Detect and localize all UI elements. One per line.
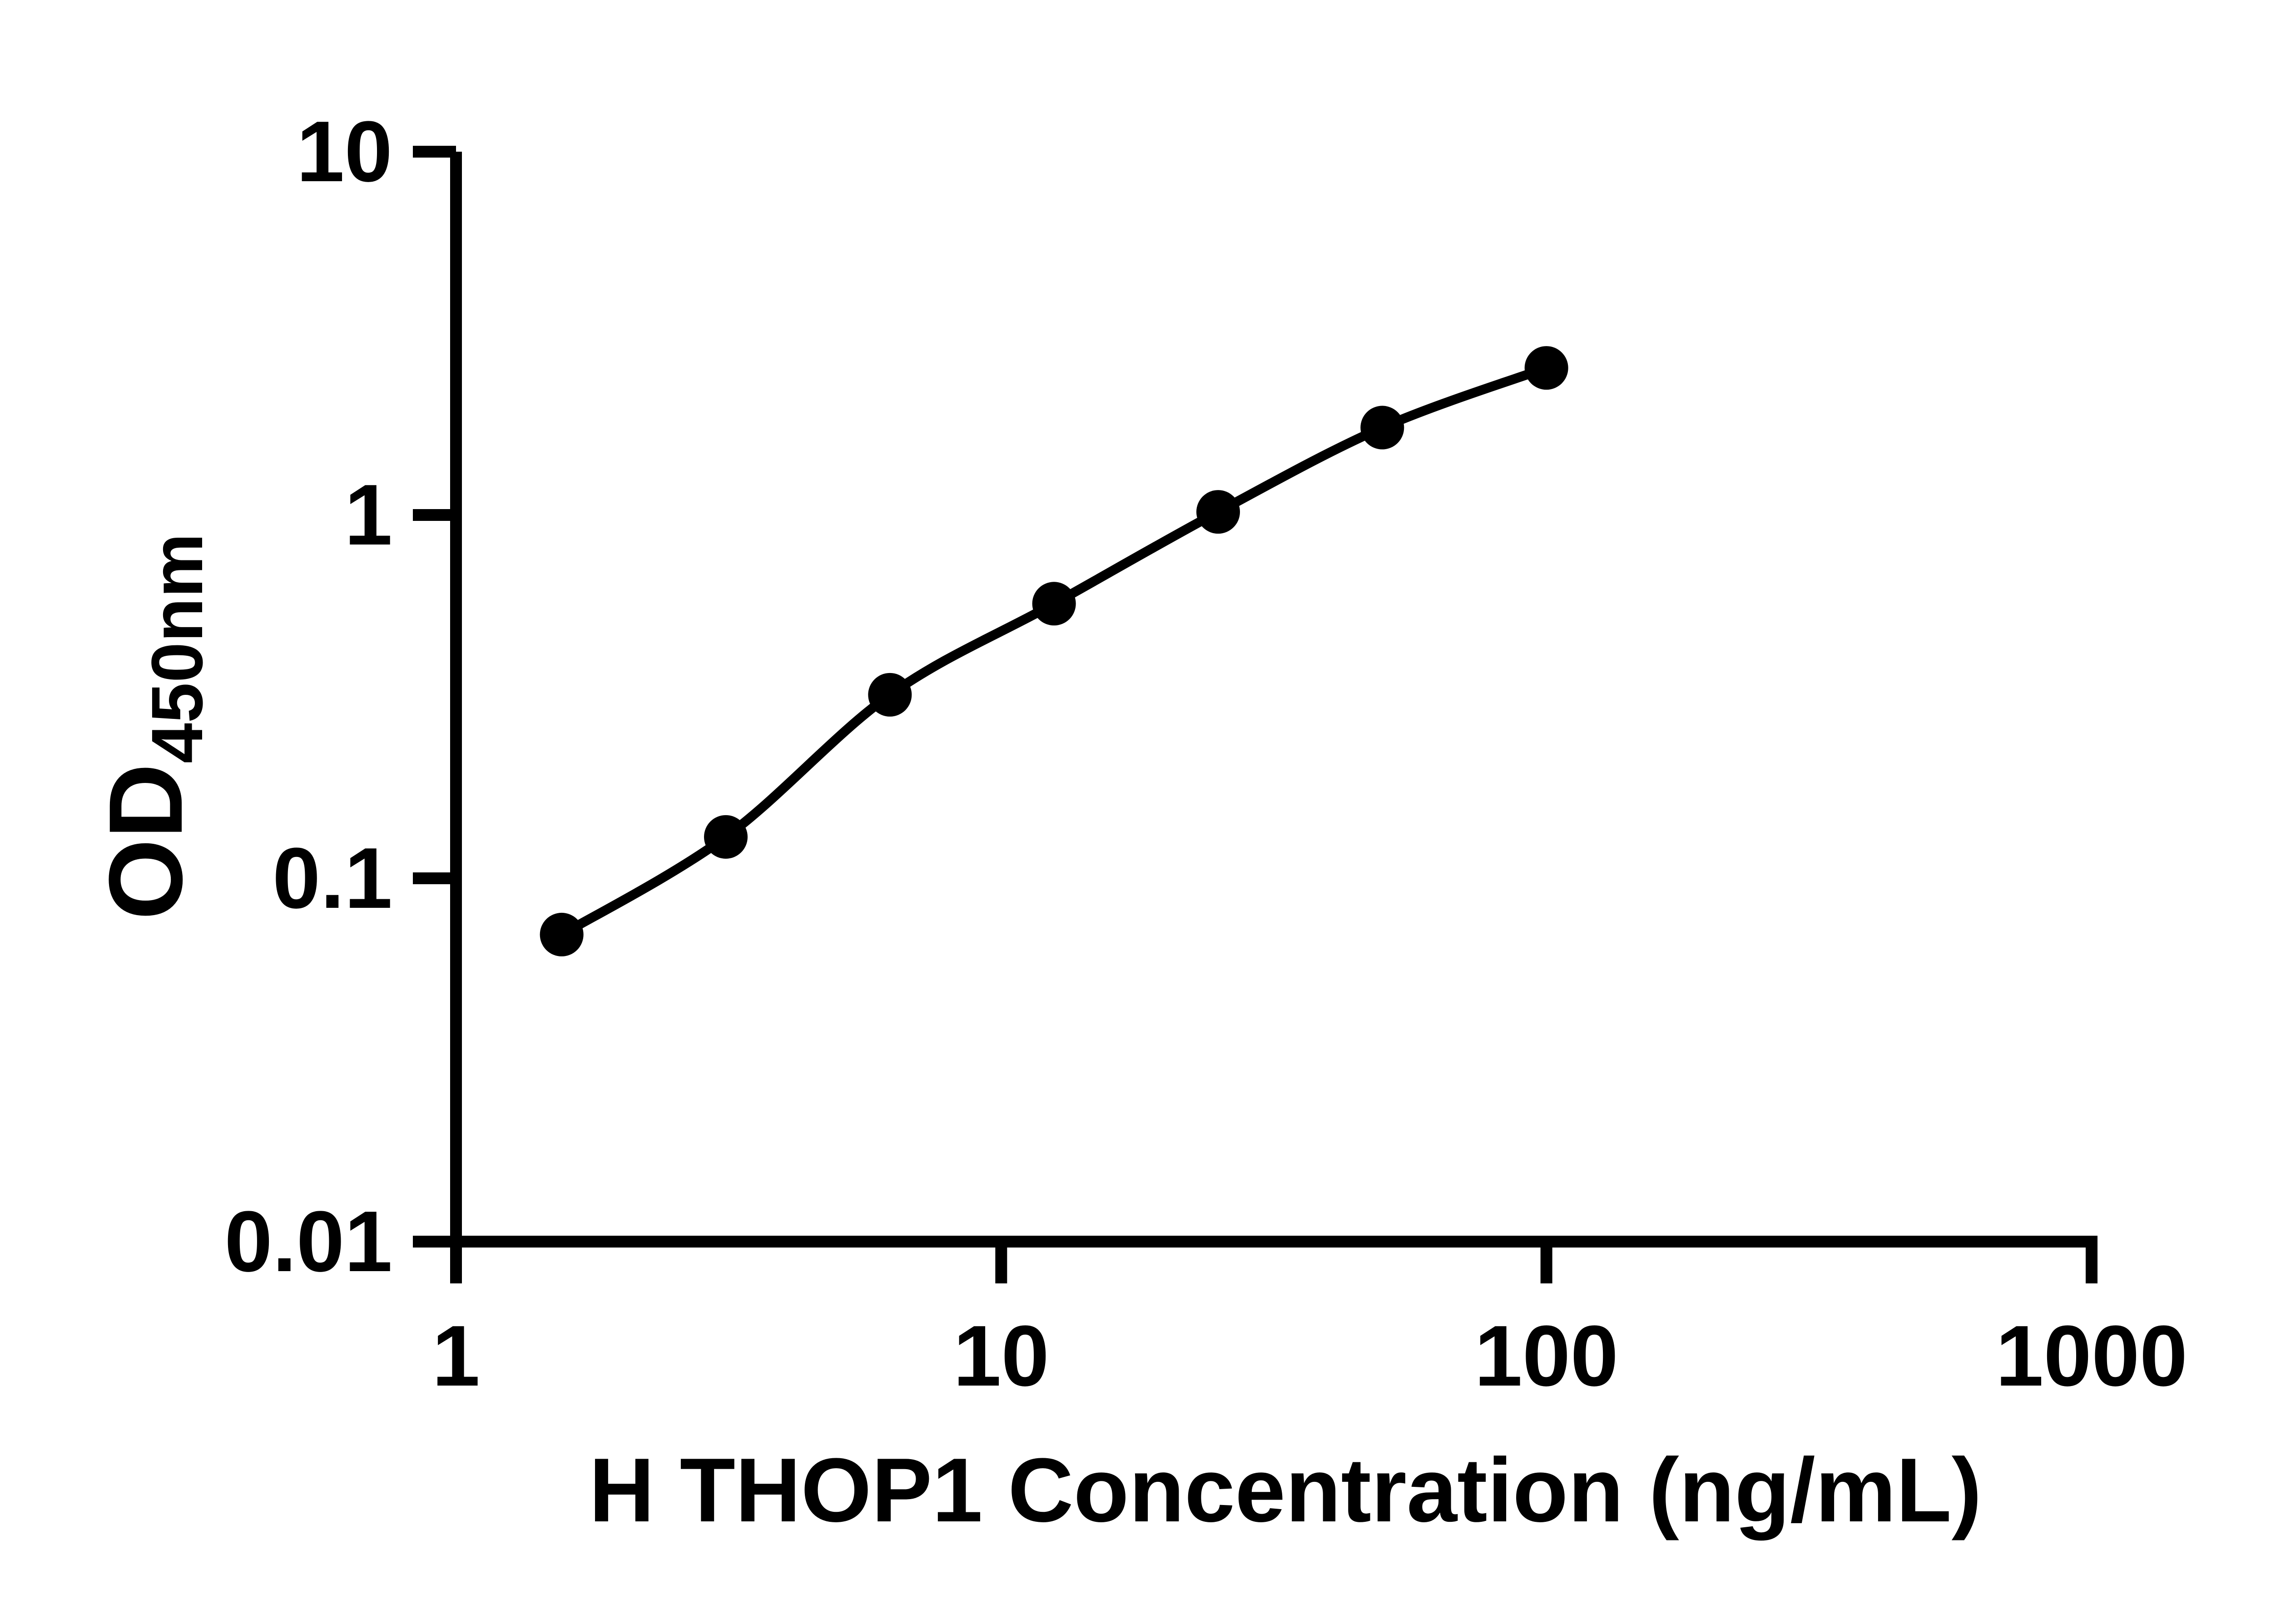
y-tick-label-1: 1 <box>344 467 392 563</box>
data-point-x12.5-y0.57 <box>1032 582 1076 626</box>
data-point-x50-y1.74 <box>1360 406 1404 450</box>
x-tick-label-1: 1 <box>432 1308 480 1404</box>
y-axis-title: OD450nm <box>87 533 218 920</box>
data-point-x3.125-y0.13 <box>704 815 748 859</box>
x-tick-label-10: 10 <box>953 1308 1049 1404</box>
plot-generated-content: 0.01 0.1 1 10 1 10 100 1000 <box>224 104 2187 1404</box>
x-tick-label-100: 100 <box>1474 1308 1618 1404</box>
data-point-x25-y1.02 <box>1196 490 1240 534</box>
y-axis-title-subscript: 450nm <box>136 533 218 763</box>
y-axis-title-main: OD <box>87 763 204 920</box>
y-tick-label-0.01: 0.01 <box>224 1193 392 1290</box>
x-axis-title: H THOP1 Concentration (ng/mL) <box>589 1440 1982 1541</box>
data-point-x1.5625-y0.07 <box>540 912 584 956</box>
data-point-x6.25-y0.32 <box>868 673 912 717</box>
y-tick-label-10: 10 <box>297 104 392 200</box>
y-tick-label-0.1: 0.1 <box>273 830 392 926</box>
x-tick-label-1000: 1000 <box>1996 1308 2188 1404</box>
data-point-x100-y2.54 <box>1524 346 1568 390</box>
